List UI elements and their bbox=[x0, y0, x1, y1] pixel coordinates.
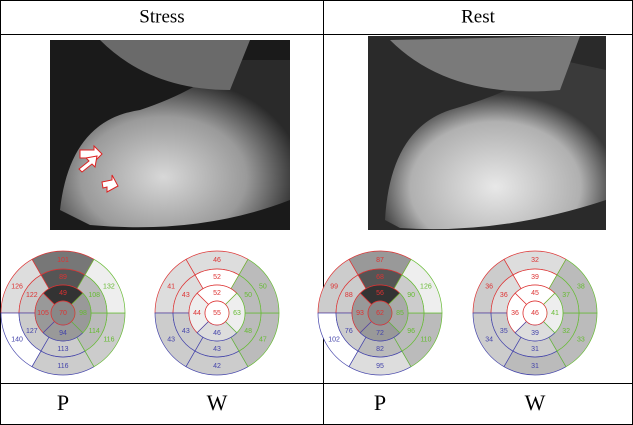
segment-value: 108 bbox=[88, 292, 100, 299]
segment-value: 41 bbox=[551, 310, 559, 317]
segment-value: 50 bbox=[259, 283, 267, 290]
segment-value: 43 bbox=[182, 328, 190, 335]
segment-value: 114 bbox=[89, 328, 100, 335]
segment-value: 89 bbox=[59, 274, 67, 281]
segment-value: 46 bbox=[213, 330, 221, 337]
segment-value: 43 bbox=[182, 292, 190, 299]
segment-value: 36 bbox=[485, 283, 493, 290]
segment-value: 76 bbox=[345, 328, 353, 335]
segment-value: 31 bbox=[531, 363, 539, 370]
segment-value: 44 bbox=[193, 310, 201, 317]
segment-value: 88 bbox=[345, 292, 353, 299]
segment-value: 98 bbox=[79, 310, 87, 317]
segment-value: 52 bbox=[213, 274, 221, 281]
segment-value: 93 bbox=[356, 310, 364, 317]
segment-value: 32 bbox=[531, 257, 539, 264]
column-header: Rest bbox=[461, 6, 496, 27]
segment-value: 72 bbox=[376, 330, 384, 337]
segment-value: 39 bbox=[531, 274, 539, 281]
segment-value: 36 bbox=[511, 310, 519, 317]
segment-value: 48 bbox=[244, 328, 252, 335]
segment-value: 105 bbox=[37, 310, 49, 317]
segment-value: 113 bbox=[57, 346, 68, 353]
segment-value: 101 bbox=[57, 257, 69, 264]
segment-value: 87 bbox=[376, 257, 384, 264]
segment-value: 46 bbox=[213, 257, 221, 264]
segment-value: 39 bbox=[531, 330, 539, 337]
segment-value: 99 bbox=[330, 283, 338, 290]
plot-label: P bbox=[57, 390, 69, 415]
segment-value: 132 bbox=[103, 283, 115, 290]
column-header: Stress bbox=[139, 6, 184, 27]
segment-value: 35 bbox=[500, 328, 508, 335]
segment-value: 45 bbox=[531, 290, 539, 297]
segment-value: 94 bbox=[59, 330, 67, 337]
segment-value: 43 bbox=[213, 346, 221, 353]
segment-value: 41 bbox=[167, 283, 175, 290]
segment-value: 32 bbox=[562, 328, 570, 335]
segment-value: 33 bbox=[577, 336, 585, 343]
segment-value: 38 bbox=[577, 283, 585, 290]
segment-value: 36 bbox=[500, 292, 508, 299]
segment-value: 70 bbox=[59, 310, 67, 317]
segment-value: 34 bbox=[485, 336, 493, 343]
segment-value: 116 bbox=[103, 336, 114, 343]
plot-label: W bbox=[525, 390, 546, 415]
segment-value: 63 bbox=[233, 310, 241, 317]
segment-value: 126 bbox=[11, 283, 23, 290]
segment-value: 37 bbox=[562, 292, 570, 299]
figure: Stress Rest 101 126 140 116 116 132 89 122 127 11… bbox=[0, 0, 633, 425]
plot-label: P bbox=[374, 390, 386, 415]
stress-image bbox=[50, 40, 290, 230]
segment-value: 122 bbox=[26, 292, 38, 299]
segment-value: 46 bbox=[531, 310, 539, 317]
segment-value: 42 bbox=[213, 363, 221, 370]
segment-value: 110 bbox=[420, 336, 431, 343]
segment-value: 52 bbox=[213, 290, 221, 297]
segment-value: 126 bbox=[420, 283, 432, 290]
segment-value: 50 bbox=[244, 292, 252, 299]
segment-value: 56 bbox=[376, 290, 384, 297]
segment-value: 140 bbox=[11, 336, 23, 343]
segment-value: 96 bbox=[407, 328, 415, 335]
segment-value: 95 bbox=[376, 363, 384, 370]
segment-value: 43 bbox=[167, 336, 175, 343]
figure-table: Stress Rest 101 126 140 116 116 132 89 122 127 11… bbox=[0, 0, 633, 425]
segment-value: 102 bbox=[328, 336, 340, 343]
segment-value: 49 bbox=[59, 290, 67, 297]
rest-image bbox=[368, 36, 606, 230]
segment-value: 85 bbox=[396, 310, 404, 317]
segment-value: 62 bbox=[376, 310, 384, 317]
segment-value: 68 bbox=[376, 274, 384, 281]
segment-value: 47 bbox=[259, 336, 267, 343]
segment-value: 55 bbox=[213, 310, 221, 317]
segment-value: 82 bbox=[376, 346, 384, 353]
segment-value: 90 bbox=[407, 292, 415, 299]
segment-value: 31 bbox=[531, 346, 539, 353]
segment-value: 127 bbox=[26, 328, 38, 335]
plot-label: W bbox=[207, 390, 228, 415]
segment-value: 116 bbox=[57, 363, 68, 370]
